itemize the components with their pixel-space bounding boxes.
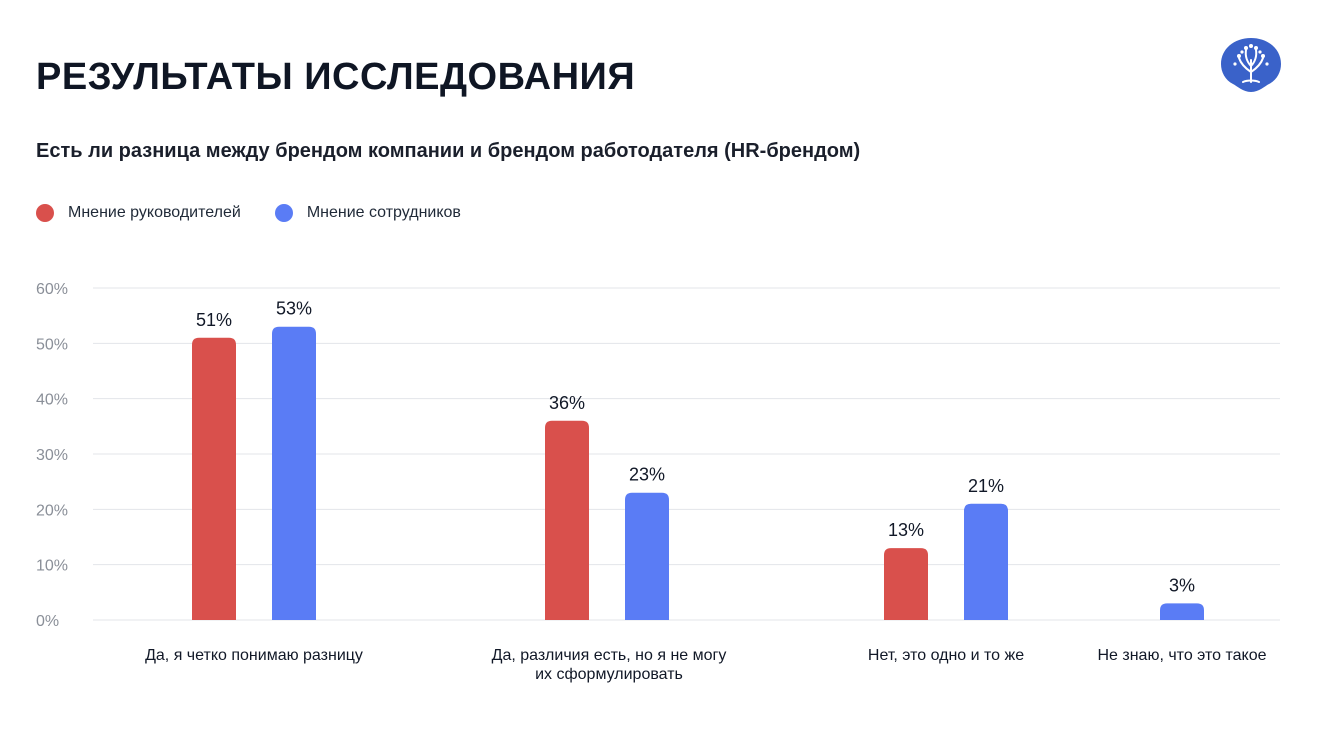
page-title: РЕЗУЛЬТАТЫ ИССЛЕДОВАНИЯ	[36, 56, 636, 98]
legend-item-managers: Мнение руководителей	[36, 204, 241, 222]
bar	[884, 548, 928, 620]
bar	[625, 492, 669, 620]
x-category-label: Не знаю, что это такое	[1097, 647, 1267, 664]
y-tick-label: 30%	[36, 447, 68, 464]
bar	[1160, 603, 1204, 620]
y-tick-label: 10%	[36, 558, 68, 575]
data-label: 53%	[276, 299, 312, 319]
y-tick-label: 50%	[36, 336, 68, 353]
y-tick-label: 60%	[36, 281, 68, 298]
legend-dot-managers	[36, 204, 54, 222]
bar	[272, 326, 316, 620]
bar	[192, 337, 236, 620]
bar	[964, 503, 1008, 620]
x-category-label: Да, различия есть, но я не могу их сформу…	[491, 647, 727, 683]
y-tick-label: 20%	[36, 502, 68, 519]
y-tick-label: 0%	[36, 613, 59, 630]
y-tick-label: 40%	[36, 392, 68, 409]
data-label: 13%	[888, 520, 924, 540]
data-label: 21%	[968, 476, 1004, 496]
data-label: 3%	[1169, 575, 1195, 595]
data-label: 51%	[196, 310, 232, 330]
tree-logo-icon	[1221, 38, 1281, 92]
chart-legend: Мнение руководителей Мнение сотрудников	[36, 204, 495, 222]
legend-dot-employees	[274, 204, 293, 222]
legend-label-managers: Мнение руководителей	[68, 204, 241, 221]
bar	[545, 420, 589, 620]
legend-item-employees: Мнение сотрудников	[274, 204, 461, 222]
x-category-label: Нет, это одно и то же	[867, 647, 1025, 664]
data-label: 36%	[549, 393, 585, 413]
x-category-label: Да, я четко понимаю разницу	[145, 647, 363, 664]
data-label: 23%	[629, 465, 665, 485]
chart-subtitle: Есть ли разница между брендом компании и…	[36, 140, 861, 162]
legend-label-employees: Мнение сотрудников	[306, 204, 461, 221]
